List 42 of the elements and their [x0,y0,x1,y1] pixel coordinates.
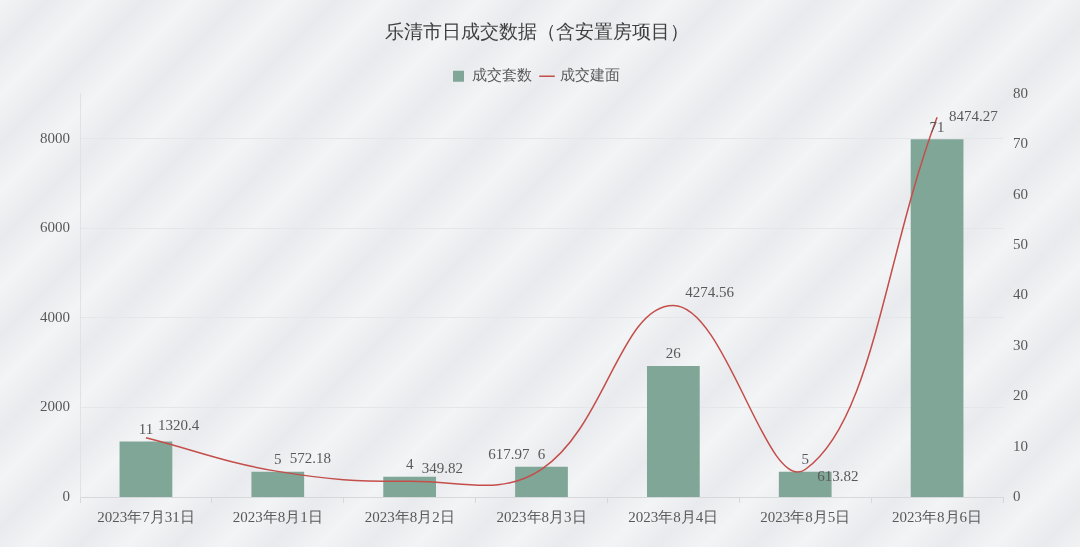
y2-tick-label: 30 [1013,336,1028,353]
bar [646,365,700,497]
data-label: 8474.27 [949,108,999,125]
legend-label: 成交套数 [471,67,532,84]
bar [251,471,305,497]
y-tick-label: 2000 [40,398,70,415]
x-tick-label: 2023年8月1日 [232,508,323,525]
y2-tick-label: 40 [1013,286,1028,303]
x-tick-label: 2023年8月5日 [760,508,851,525]
data-label: 4274.56 [685,284,735,301]
y2-tick-label: 20 [1013,387,1028,404]
y-tick-label: 0 [62,487,70,504]
y2-tick-label: 50 [1013,235,1028,252]
x-tick-label: 2023年8月3日 [496,508,587,525]
data-label: 6 [537,446,546,463]
data-label: 4 [405,456,414,473]
y2-tick-label: 60 [1013,185,1028,202]
data-label: 572.18 [289,450,332,467]
x-tick-label: 2023年8月4日 [628,508,719,525]
y2-tick-label: 0 [1013,487,1021,504]
bar [515,466,568,497]
data-label: 5 [274,451,282,468]
y-tick-label: 4000 [40,308,70,325]
data-label: 26 [665,345,682,362]
chart-title: 乐清市日成交数据（含安置房项目） [384,21,689,43]
data-label: 5 [801,451,809,468]
x-tick-label: 2023年8月2日 [364,508,455,525]
legend-label: 成交建面 [560,67,620,84]
x-tick-label: 2023年7月31日 [97,508,195,525]
y2-tick-label: 10 [1013,437,1028,454]
y2-tick-label: 70 [1013,135,1028,152]
x-tick-label: 2023年8月6日 [892,508,983,525]
data-label: 349.82 [421,460,463,477]
bar [383,476,437,497]
bar [119,441,173,497]
data-label: 11 [138,421,154,437]
bar [910,139,964,497]
y-tick-label: 8000 [40,129,70,146]
data-label: 617.97 [488,446,530,463]
y2-tick-label: 80 [1013,84,1028,101]
data-label: 1320.4 [157,416,200,433]
y-tick-label: 6000 [40,219,70,236]
